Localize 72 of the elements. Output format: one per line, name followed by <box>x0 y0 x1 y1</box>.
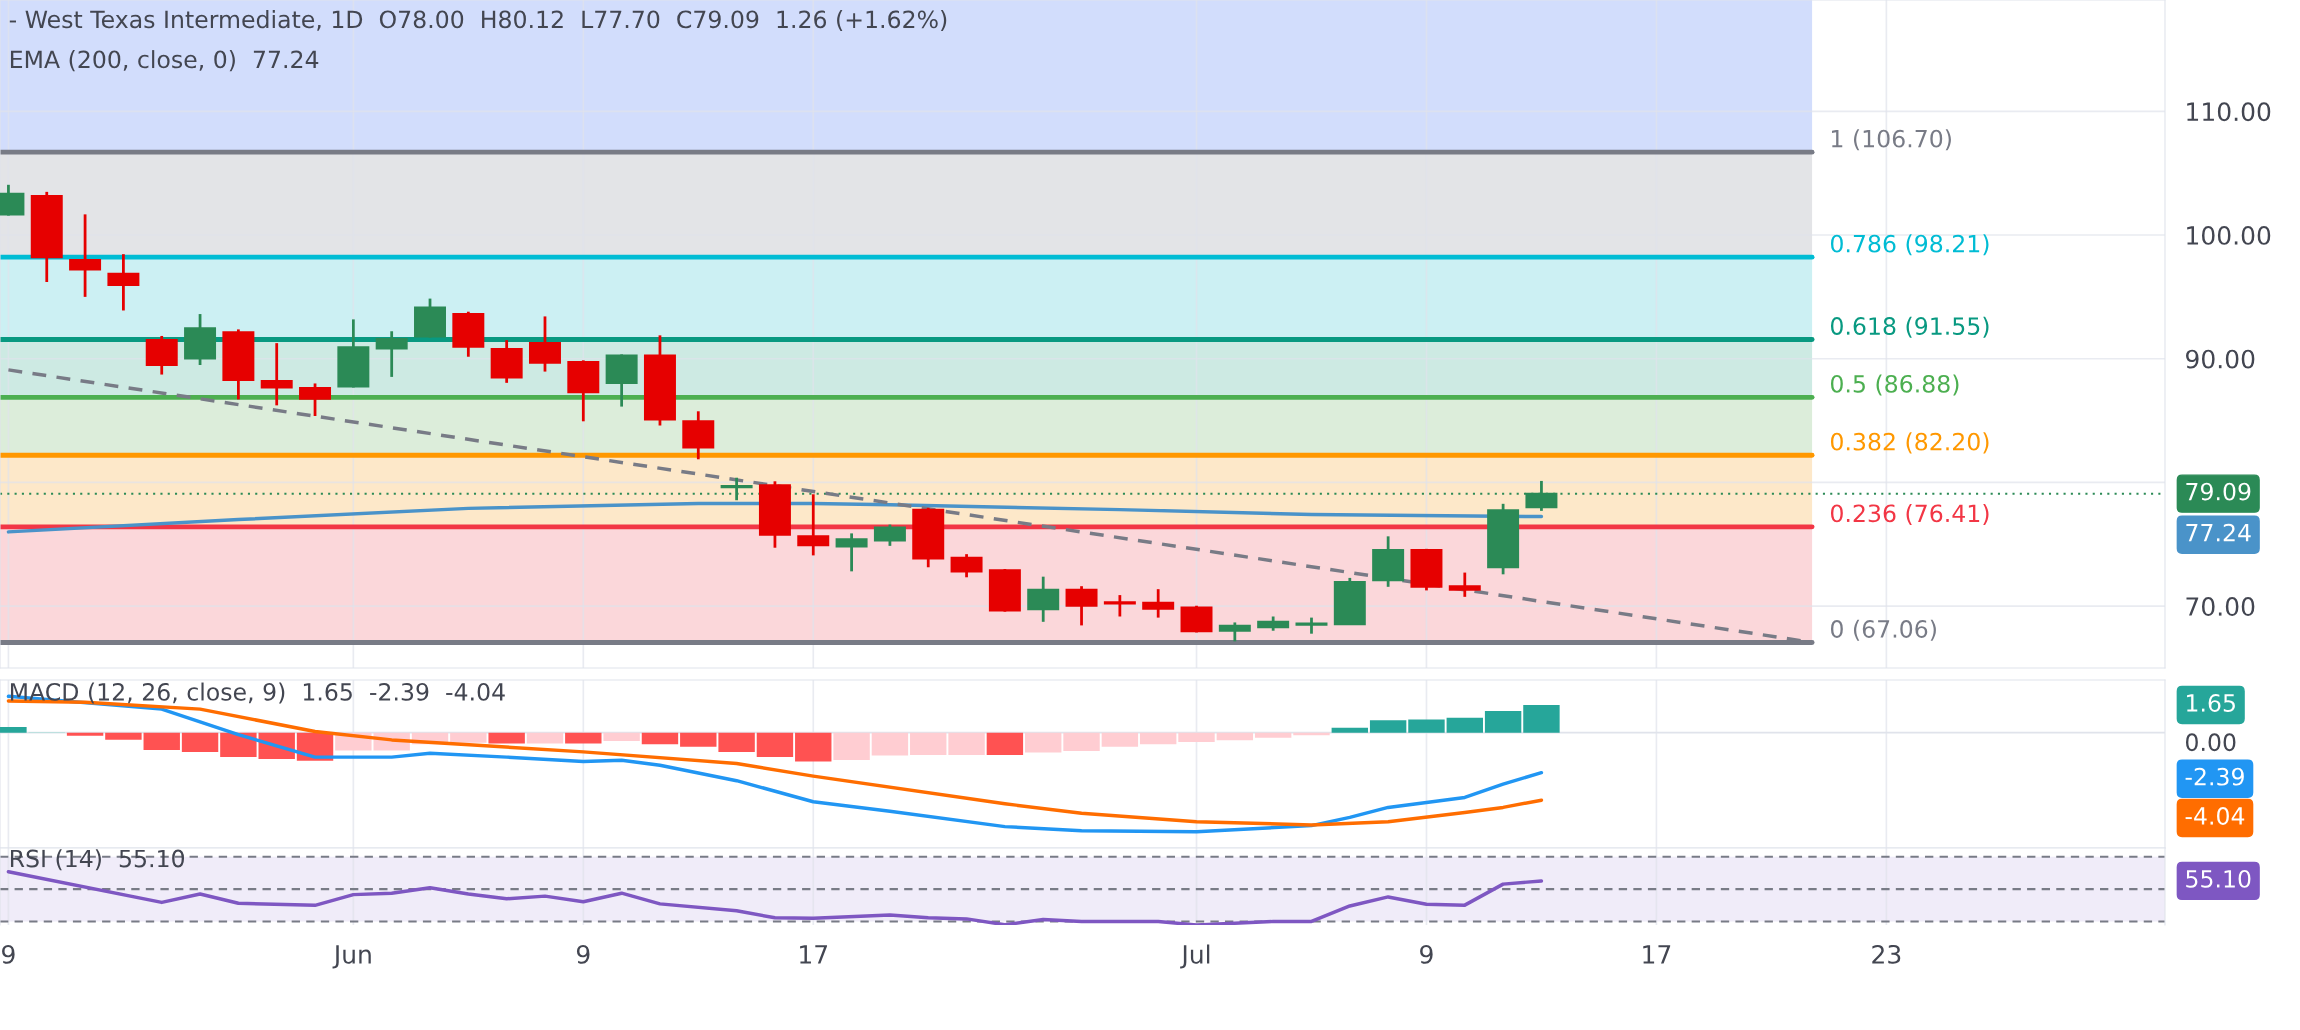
candlestick <box>69 212 102 299</box>
candlestick <box>797 492 830 557</box>
chart-title: - West Texas Intermediate, 1D O78.00 H80.12 L77.70 C79.09 1.26 (+1.62%) <box>9 10 947 32</box>
candlestick <box>1103 593 1136 618</box>
bar <box>565 732 602 744</box>
x-tick-label: Jun <box>332 945 371 969</box>
bar <box>526 732 564 744</box>
ref-line-label: 79.09 <box>2186 482 2251 501</box>
ref-line-label: 0.618 (91.55) <box>1830 316 1989 338</box>
x-tick-label: Jul <box>1180 944 1210 969</box>
bar <box>986 732 1024 756</box>
ref-line-label: 0.5 (86.88) <box>1830 374 1959 396</box>
text: 77.24 <box>2186 523 2251 542</box>
ref-line-label: 0.00 <box>2185 733 2236 752</box>
y-tick-label: 70.00 <box>2186 597 2255 616</box>
bar <box>1178 732 1215 742</box>
ref-line-label: 0 (67.06) <box>1830 619 1936 641</box>
bar <box>1523 705 1560 733</box>
bar <box>948 732 985 756</box>
text: -4.04 <box>2185 807 2245 825</box>
y-tick-label: 110.00 <box>2187 102 2271 122</box>
bar <box>680 732 717 747</box>
text: 1.65 <box>2187 694 2235 712</box>
x-tick-label: 9 <box>576 944 590 964</box>
candlestick <box>1448 571 1481 599</box>
x-tick-label: 17 <box>800 945 828 964</box>
ref-line-label: 0.382 (82.20) <box>1830 432 1989 454</box>
bar <box>910 732 947 756</box>
bar <box>1484 711 1522 733</box>
y-tick-label: 90.00 <box>2186 349 2255 369</box>
bar <box>756 732 794 757</box>
text: EMA (200, close, 0) 77.24 <box>10 50 319 72</box>
bar <box>1025 732 1062 753</box>
x-tick-label: 9 <box>1420 944 1433 964</box>
bar <box>450 732 487 743</box>
ref-line-label: 0.786 (98.21) <box>1830 234 1989 256</box>
bar <box>603 732 640 741</box>
bar <box>1446 717 1483 733</box>
candlestick <box>1142 587 1175 619</box>
chart-title: RSI (14) 55.10 <box>10 849 185 871</box>
line-series <box>6 501 1544 534</box>
bar <box>1216 732 1254 741</box>
ref-line-label: 0.236 (76.41) <box>1830 503 1989 526</box>
bar <box>833 732 870 761</box>
ref-line-label: 1 (106.70) <box>1832 129 1951 151</box>
bar <box>871 732 909 756</box>
bar <box>1063 732 1100 751</box>
bar <box>1408 719 1445 733</box>
bar <box>1101 732 1139 747</box>
bar <box>1369 720 1407 733</box>
bar <box>1139 732 1177 745</box>
bar <box>181 732 219 752</box>
x-tick-label: 9 <box>2 944 15 964</box>
y-tick-label: 100.00 <box>2187 225 2271 245</box>
x-tick-label: 17 <box>1643 945 1671 964</box>
candlestick <box>107 252 140 312</box>
bar <box>795 732 832 762</box>
bar <box>488 732 525 744</box>
bar <box>105 732 142 740</box>
x-tick-label: 23 <box>1872 944 1901 964</box>
chart-title: MACD (12, 26, close, 9) 1.65 -2.39 -4.04 <box>10 682 505 704</box>
text: -2.39 <box>2185 767 2244 786</box>
candlestick <box>260 341 293 407</box>
bar <box>1331 727 1369 733</box>
bar <box>66 732 104 736</box>
bar <box>718 732 755 752</box>
candlestick <box>835 531 868 573</box>
bar <box>1254 732 1292 738</box>
bar <box>143 732 180 750</box>
text: 55.10 <box>2186 869 2251 888</box>
bar <box>641 732 679 745</box>
candlestick <box>1218 621 1251 643</box>
